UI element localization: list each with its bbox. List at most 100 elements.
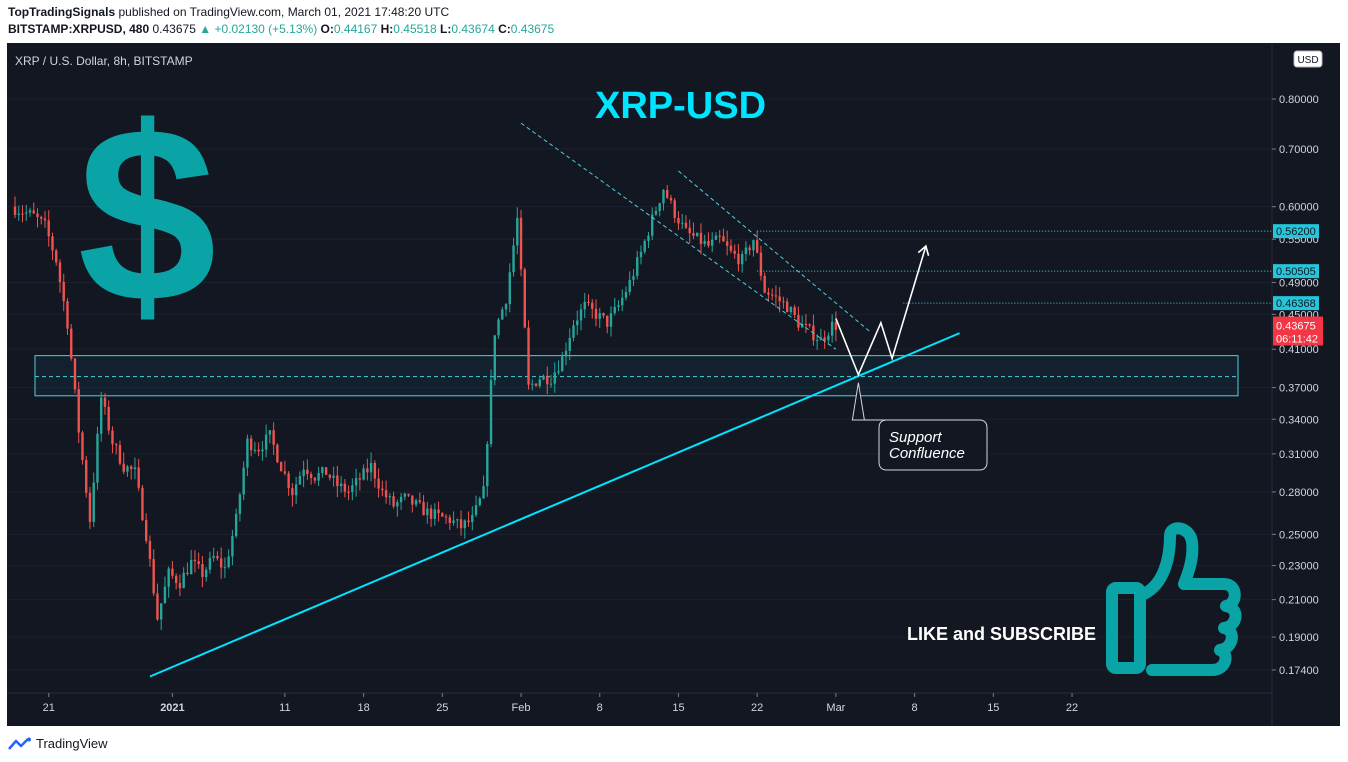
- candle-body: [797, 315, 800, 328]
- candle-body: [819, 337, 823, 341]
- candle-body: [321, 467, 324, 474]
- candle-body: [351, 485, 354, 493]
- candle-body: [328, 474, 332, 478]
- candle-body: [197, 561, 200, 565]
- candle-body: [178, 583, 182, 589]
- candle-body: [96, 433, 99, 483]
- candle-body: [238, 494, 242, 514]
- candle-body: [377, 478, 380, 489]
- candle-body: [208, 557, 212, 570]
- candle-body: [115, 444, 118, 446]
- tradingview-footer[interactable]: TradingView: [8, 736, 108, 751]
- dollar-sign-icon: $: [77, 75, 216, 354]
- candle-body: [429, 508, 433, 519]
- time-tick-label: 15: [987, 702, 999, 714]
- candle-body: [433, 509, 437, 519]
- candle-body: [763, 275, 766, 293]
- candle-body: [621, 297, 624, 306]
- time-tick-label: 18: [357, 702, 369, 714]
- candle-body: [242, 467, 245, 495]
- candle-body: [246, 438, 249, 468]
- candle-body: [609, 313, 613, 327]
- symbol-line: BITSTAMP:XRPUSD, 480 0.43675 ▲ +0.02130 …: [8, 22, 554, 36]
- price-chart[interactable]: $ 0.800000.700000.600000.550000.490000.4…: [7, 43, 1340, 726]
- publisher-name[interactable]: TopTradingSignals: [8, 5, 116, 19]
- channel-line-upper[interactable]: [520, 122, 837, 350]
- candle-body: [710, 239, 714, 246]
- candle-body: [782, 301, 785, 303]
- level-price-badge[interactable]: [1273, 264, 1319, 279]
- candle-body: [111, 430, 114, 445]
- candle-body: [767, 292, 770, 295]
- projection-path[interactable]: [835, 245, 927, 377]
- candle-body: [606, 315, 609, 327]
- candle-body: [523, 269, 526, 328]
- candle-body: [291, 488, 294, 496]
- candle-body: [459, 519, 463, 529]
- candle-body: [519, 217, 523, 270]
- candle-body: [572, 325, 575, 338]
- channel-line-lower[interactable]: [678, 170, 870, 332]
- candle-body: [598, 313, 601, 319]
- candle-body: [144, 520, 148, 541]
- candle-body: [369, 463, 373, 473]
- candle-body: [231, 536, 234, 557]
- candle-body: [261, 449, 264, 452]
- candle-body: [643, 240, 646, 252]
- candle-body: [624, 291, 628, 298]
- candle-body: [504, 304, 508, 310]
- current-price-badge[interactable]: [1273, 316, 1323, 346]
- candle-body: [587, 301, 590, 303]
- current-price-label: 0.43675: [1276, 321, 1316, 333]
- candle-body: [66, 301, 69, 329]
- candle-body: [602, 313, 605, 316]
- price-tick-label: 0.70000: [1279, 144, 1319, 156]
- currency-badge[interactable]: [1293, 50, 1323, 68]
- candle-body: [358, 478, 362, 480]
- support-callout-box[interactable]: [851, 382, 988, 471]
- candle-body: [707, 240, 710, 246]
- low-value: 0.43674: [451, 22, 495, 36]
- candle-body: [448, 517, 452, 523]
- price-tick-label: 0.21000: [1279, 595, 1319, 607]
- candle-body: [92, 482, 95, 522]
- candle-body: [381, 488, 384, 491]
- level-price-badge[interactable]: [1273, 224, 1319, 239]
- candle-body: [583, 301, 586, 310]
- time-tick-label: 8: [912, 702, 918, 714]
- candle-body: [441, 513, 444, 517]
- currency-label: USD: [1297, 55, 1318, 66]
- candle-body: [58, 262, 62, 283]
- candle-body: [122, 463, 125, 472]
- candle-body: [718, 235, 721, 237]
- candle-body: [189, 559, 193, 575]
- candle-body: [141, 487, 144, 521]
- close-value: 0.43675: [510, 22, 555, 36]
- support-zone[interactable]: [34, 355, 1239, 397]
- candle-body: [411, 495, 414, 505]
- candle-body: [249, 438, 253, 451]
- candle-body: [463, 520, 467, 529]
- level-price-badge[interactable]: [1273, 296, 1319, 311]
- candle-body: [804, 324, 808, 326]
- thumbs-up-icon: [1106, 522, 1242, 676]
- candle-body: [159, 603, 163, 620]
- candle-body: [748, 247, 751, 251]
- candle-body: [25, 212, 28, 214]
- time-tick-label: 15: [672, 702, 684, 714]
- ascending-trendline[interactable]: [149, 332, 960, 678]
- candle-body: [725, 241, 729, 246]
- chart-panel[interactable]: $ 0.80000 0.70000 0.60000 0.55000 0.49000 0.4…: [7, 43, 1340, 726]
- candle-body: [714, 235, 718, 240]
- candle-body: [201, 564, 204, 578]
- candle-body: [531, 383, 534, 385]
- price-tick-label: 0.34000: [1279, 414, 1319, 426]
- candle-body: [414, 500, 418, 505]
- candle-body: [752, 240, 755, 251]
- candle-body: [793, 307, 796, 316]
- candle-body: [216, 555, 219, 559]
- candle-body: [152, 559, 155, 594]
- candle-body: [294, 484, 298, 496]
- candle-body: [681, 222, 684, 224]
- like-subscribe-text: LIKE and SUBSCRIBE: [907, 624, 1096, 644]
